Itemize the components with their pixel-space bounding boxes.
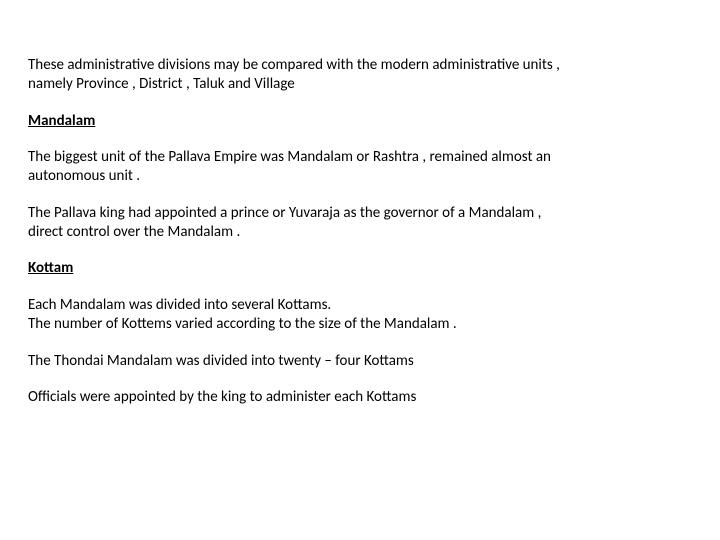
kottam-paragraph-2: The Thondai Mandalam was divided into tw…: [28, 352, 692, 371]
mandalam-p1-line-1: The biggest unit of the Pallava Empire w…: [28, 148, 551, 166]
kottam-p1-line-1: Each Mandalam was divided into several K…: [28, 296, 331, 314]
intro-line-2: namely Province , District , Taluk and V…: [28, 75, 295, 93]
intro-line-1: These administrative divisions may be co…: [28, 56, 560, 74]
intro-paragraph: These administrative divisions may be co…: [28, 56, 692, 94]
kottam-paragraph-1: Each Mandalam was divided into several K…: [28, 296, 692, 334]
kottam-paragraph-3: Officials were appointed by the king to …: [28, 388, 692, 407]
heading-kottam: Kottam: [28, 259, 692, 278]
kottam-p1-line-2: The number of Kottems varied according t…: [28, 315, 457, 333]
mandalam-paragraph-1: The biggest unit of the Pallava Empire w…: [28, 148, 692, 186]
mandalam-p2-line-2: direct control over the Mandalam .: [28, 223, 240, 241]
mandalam-p2-line-1: The Pallava king had appointed a prince …: [28, 204, 541, 222]
heading-mandalam: Mandalam: [28, 112, 692, 131]
mandalam-paragraph-2: The Pallava king had appointed a prince …: [28, 204, 692, 242]
mandalam-p1-line-2: autonomous unit .: [28, 167, 140, 185]
document-page: These administrative divisions may be co…: [0, 0, 720, 540]
